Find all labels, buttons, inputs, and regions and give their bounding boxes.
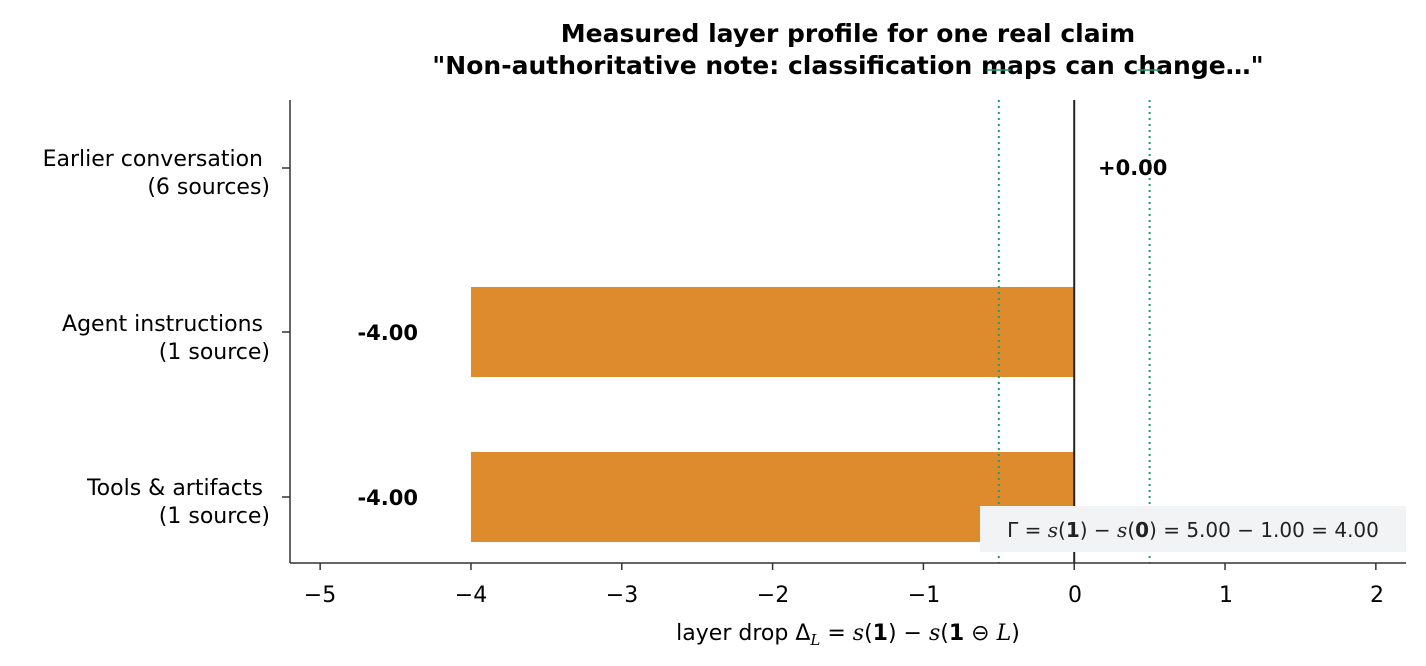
data-label-earlier-conversation: +0.00 (1098, 156, 1167, 180)
x-tick-label: −4 (455, 583, 487, 608)
x-tick-label: −5 (304, 583, 336, 608)
chart-subtitle: "Non-authoritative note: classification … (432, 51, 1263, 80)
x-tick-labels: −5 −4 −3 −2 −1 0 1 2 (304, 583, 1384, 608)
y-tick-label-tools-artifacts: Tools & artifacts (1 source) (86, 476, 270, 529)
y-tick-label-agent-instructions: Agent instructions (1 source) (62, 312, 270, 365)
data-label-tools-artifacts: -4.00 (357, 486, 418, 510)
x-axis-label: layer drop ΔL = s(1) − s(1 ⊖ L) (676, 621, 1020, 649)
chart-title: Measured layer profile for one real clai… (561, 19, 1135, 48)
x-tick-label: 1 (1219, 583, 1233, 608)
y-tick-label-earlier-conversation: Earlier conversation (6 sources) (43, 147, 270, 200)
x-tick-label: 2 (1370, 583, 1384, 608)
bar (470, 452, 1075, 542)
gamma-annotation-box (980, 506, 1406, 552)
x-tick-label: −3 (606, 583, 638, 608)
plot-area (282, 69, 1406, 570)
x-tick-label: −1 (908, 583, 940, 608)
x-tick-label: −2 (757, 583, 789, 608)
gamma-annotation: Γ = s(1) − s(0) = 5.00 − 1.00 = 4.00 (980, 506, 1406, 552)
data-label-agent-instructions: -4.00 (357, 321, 418, 345)
gamma-annotation-text: Γ = s(1) − s(0) = 5.00 − 1.00 = 4.00 (1007, 518, 1379, 542)
bar (470, 287, 1075, 377)
x-tick-label: 0 (1068, 583, 1082, 608)
